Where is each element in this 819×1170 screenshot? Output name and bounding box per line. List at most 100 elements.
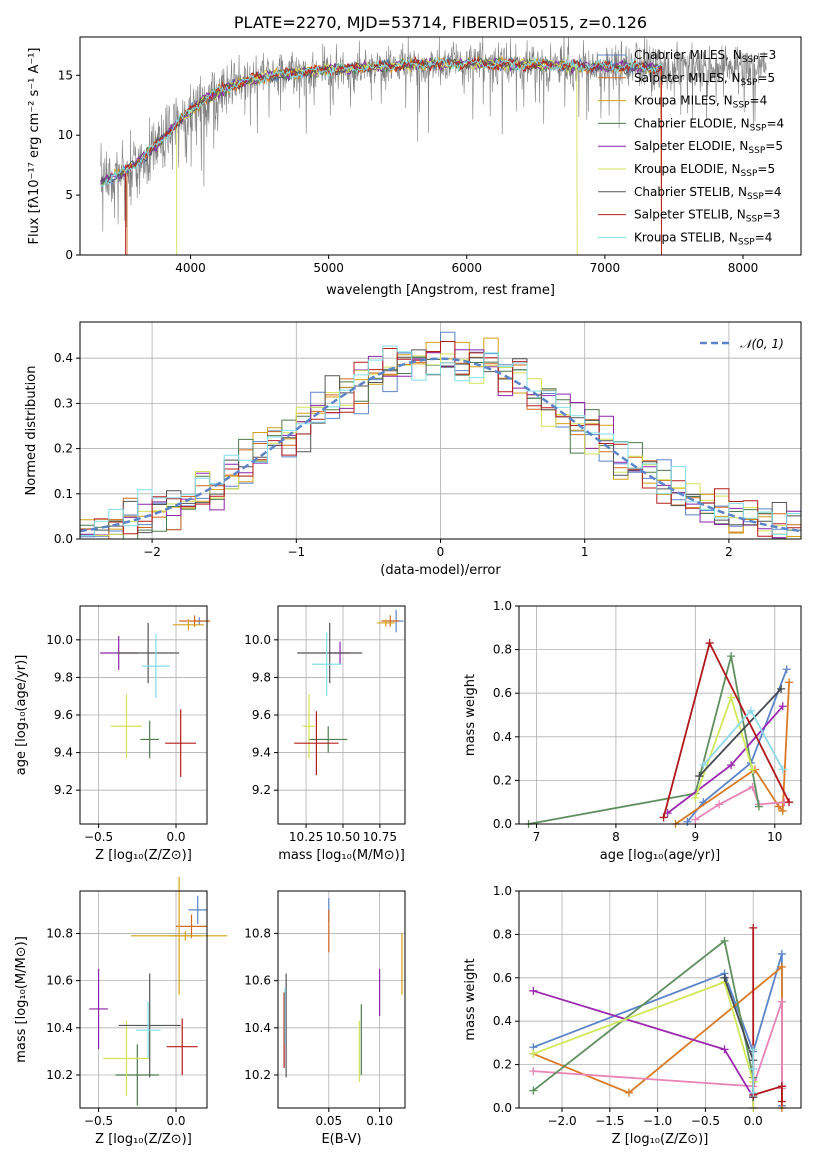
plus-marker <box>699 761 708 770</box>
histogram-step <box>80 341 801 539</box>
plus-marker <box>715 800 724 809</box>
y-tick-label: 0.0 <box>493 1101 512 1115</box>
plus-marker <box>705 639 714 648</box>
y-tick-label: 0.3 <box>54 396 73 410</box>
y-tick-label: 9.6 <box>252 708 271 722</box>
y-tick-label: 10.2 <box>244 1068 271 1082</box>
legend-label: Salpeter MILES, N <box>634 71 741 85</box>
plot-frame <box>518 605 802 825</box>
y-tick-label: 0.4 <box>493 1014 512 1028</box>
y-tick-label: 0.6 <box>493 686 512 700</box>
chart-title: PLATE=2270, MJD=53714, FIBERID=0515, z=0… <box>234 13 647 32</box>
x-tick-label: 5000 <box>313 261 344 275</box>
y-tick-label: 10.0 <box>244 633 271 647</box>
y-axis-label: age [log₁₀(age/yr)] <box>14 655 29 776</box>
plot-frame <box>79 36 802 256</box>
histogram-step <box>80 345 801 539</box>
plus-marker <box>754 802 763 811</box>
model-line <box>125 55 662 255</box>
plus-marker <box>777 962 786 971</box>
x-tick-label: 10.75 <box>363 830 397 844</box>
x-tick-label: 8000 <box>728 261 759 275</box>
y-tick-label: 0.8 <box>493 927 512 941</box>
plus-marker <box>720 936 729 945</box>
model-line <box>100 56 663 184</box>
model-line <box>176 58 578 255</box>
y-tick-label: 0.4 <box>54 351 73 365</box>
legend-entry: Kroupa MILES, NSSP=4 <box>634 94 767 111</box>
x-axis-label: E(B-V) <box>321 1132 361 1147</box>
plus-marker <box>774 802 783 811</box>
y-tick-label: 9.4 <box>252 746 271 760</box>
y-tick-label: 9.8 <box>54 670 73 684</box>
chart-mw_vs_age: 7 8 9 10 0.0 0.2 0.4 0.6 0.8 1.0 age [log₁₀(age/yr… <box>463 599 802 863</box>
x-tick-label: 0.05 <box>315 1114 342 1128</box>
plus-marker <box>720 1045 729 1054</box>
y-tick-label: 0.1 <box>54 487 73 501</box>
y-tick-label: 1.0 <box>493 884 512 898</box>
x-tick-label: 1 <box>581 545 589 559</box>
mass-weight-line <box>662 640 790 818</box>
y-tick-label: 9.2 <box>54 783 73 797</box>
x-axis-label: age [log₁₀(age/yr)] <box>600 848 721 863</box>
legend-sub: SSP <box>742 55 759 65</box>
plus-marker <box>691 815 700 824</box>
y-tick-label: 9.2 <box>252 783 271 797</box>
plus-marker <box>777 684 786 693</box>
x-tick-label: −0.5 <box>84 830 113 844</box>
x-tick-label: 10 <box>767 830 782 844</box>
chart-age_vs_mass: 10.25 10.50 10.75 9.2 9.4 9.6 9.8 10.0 mass [log… <box>244 605 406 863</box>
legend-suffix: =4 <box>755 230 773 244</box>
y-tick-label: 9.6 <box>54 708 73 722</box>
plot-frame <box>79 890 208 1109</box>
plus-marker <box>785 678 794 687</box>
model-line <box>100 56 663 188</box>
plus-marker <box>749 1088 758 1097</box>
plus-marker <box>727 693 736 702</box>
legend-sub: SSP <box>738 237 755 247</box>
legend-suffix: =5 <box>757 162 775 176</box>
chart-mass_vs_ebv: 0.05 0.10 10.2 10.4 10.6 10.8 E(B-V) <box>244 890 406 1147</box>
legend-label: Chabrier ELODIE, N <box>634 116 750 130</box>
chart-residuals: −2 −1 0 1 2 0.0 0.1 0.2 0.3 0.4 (data-model)/error… <box>24 321 802 578</box>
plus-marker <box>778 702 787 711</box>
plus-marker <box>529 986 538 995</box>
plus-marker <box>749 1045 758 1054</box>
spectrum-lines <box>100 37 767 255</box>
legend-label: Chabrier STELIB, N <box>634 185 747 199</box>
y-tick-label: 10.6 <box>46 974 73 988</box>
y-tick-label: 10.6 <box>244 974 271 988</box>
y-tick-label: 10 <box>58 128 73 142</box>
plus-marker <box>727 761 736 770</box>
y-tick-label: 15 <box>58 68 73 82</box>
plus-marker <box>624 1088 633 1097</box>
y-axis-label: Normed distribution <box>24 366 39 496</box>
legend-suffix: =3 <box>759 48 777 62</box>
legend-entry: Kroupa STELIB, NSSP=4 <box>634 230 772 247</box>
y-tick-label: 0.0 <box>54 532 73 546</box>
plus-marker <box>720 973 729 982</box>
legend-entry: Salpeter ELODIE, NSSP=5 <box>634 139 783 156</box>
x-tick-label: −2 <box>143 545 161 559</box>
plus-marker <box>529 1049 538 1058</box>
legend-entry: 𝒩(0, 1) <box>740 337 784 351</box>
legend-entry: Salpeter STELIB, NSSP=3 <box>634 208 780 225</box>
legend-suffix: =4 <box>764 185 782 199</box>
legend-suffix: =4 <box>750 94 768 108</box>
plus-marker <box>777 1082 786 1091</box>
model-line <box>126 55 662 255</box>
normal-curve <box>80 357 801 533</box>
plus-marker <box>777 997 786 1006</box>
mass-weight-line <box>752 927 783 1102</box>
chart-age_vs_Z: −0.5 0.0 9.2 9.4 9.6 9.8 10.0 Z [log₁₀(Z/Z⊙)] ag… <box>14 605 211 863</box>
legend-entry: Chabrier STELIB, NSSP=4 <box>634 185 782 202</box>
plus-marker <box>529 1067 538 1076</box>
legend-suffix: =5 <box>757 71 775 85</box>
legend-entry: Kroupa ELODIE, NSSP=5 <box>634 162 775 179</box>
plot-frame <box>518 890 802 1109</box>
y-tick-label: 10.8 <box>46 926 73 940</box>
plus-marker <box>659 813 668 822</box>
plot-frame <box>277 605 406 825</box>
plus-marker <box>529 1086 538 1095</box>
x-axis-label: (data-model)/error <box>380 563 501 578</box>
